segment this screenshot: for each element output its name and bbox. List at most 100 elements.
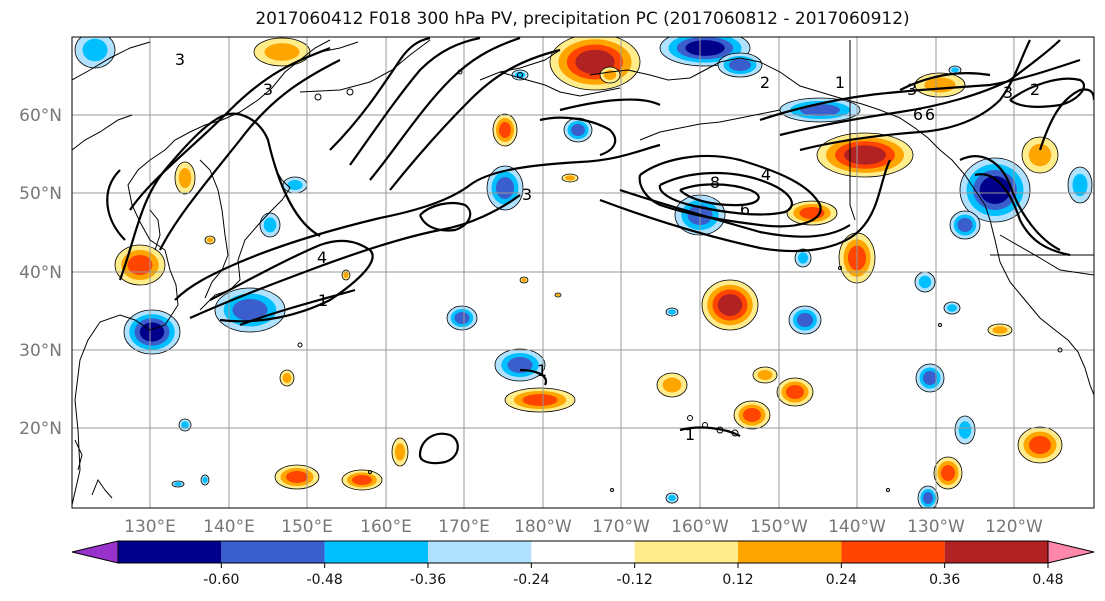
contour-label: 1	[835, 73, 845, 92]
coastlines	[72, 39, 1094, 506]
colorbar-label: 0.36	[929, 572, 960, 588]
latitude-labels: 60°N 50°N 40°N 30°N 20°N	[19, 106, 62, 439]
colorbar-label: 0.48	[1032, 572, 1063, 588]
contour-label: 3	[175, 50, 185, 69]
anomaly-blob	[496, 177, 514, 199]
anomaly-blob	[352, 475, 372, 485]
contour-label: 2	[1030, 80, 1040, 99]
anomaly-blob	[181, 421, 189, 429]
gridlines	[72, 37, 1094, 508]
anomaly-blob	[571, 124, 585, 136]
colorbar-cell	[428, 541, 532, 563]
lon-label: 170°W	[592, 517, 650, 537]
contour-label: 3	[1003, 83, 1013, 102]
colorbar-label: 0.12	[722, 572, 753, 588]
colorbar	[71, 540, 1095, 564]
anomaly-blob	[499, 122, 511, 138]
contour-label: 6	[740, 200, 750, 219]
anomaly-blob	[844, 145, 886, 165]
contour-label: 1	[685, 425, 695, 444]
lon-label: 150°E	[281, 517, 333, 537]
anomaly-blob	[957, 218, 973, 232]
colorbar-labels: -0.60 -0.48 -0.36 -0.24 -0.12 0.12 0.24 0.36 0.4…	[203, 563, 1064, 588]
colorbar-cell	[221, 541, 325, 563]
anomaly-blob	[263, 217, 277, 233]
contour-label: 3	[263, 80, 273, 99]
contour-label: 1	[537, 361, 547, 380]
contour-label: 8	[710, 173, 720, 192]
anomaly-blob	[923, 492, 933, 504]
lon-label: 140°W	[828, 517, 886, 537]
lon-label: 140°E	[203, 517, 255, 537]
lat-label: 20°N	[19, 419, 62, 439]
anomaly-blob	[798, 252, 808, 264]
anomaly-blob	[947, 304, 957, 312]
pv-contours	[106, 37, 1094, 465]
anomaly-blob	[202, 476, 208, 484]
lat-label: 40°N	[19, 263, 62, 283]
anomaly-blob	[918, 275, 932, 289]
contour-label: 4	[317, 248, 327, 267]
anomaly-blob	[668, 309, 676, 315]
lat-label: 60°N	[19, 106, 62, 126]
lon-label: 150°W	[750, 517, 808, 537]
colorbar-cell	[118, 541, 222, 563]
lon-label: 180°W	[514, 517, 572, 537]
anomaly-blob	[522, 394, 558, 406]
anomaly-blob	[951, 67, 959, 73]
contour-label: 4	[761, 165, 771, 184]
colorbar-cell	[531, 541, 635, 563]
anomaly-blob	[521, 278, 527, 282]
contour-label: 2	[760, 73, 770, 92]
lat-label: 50°N	[19, 184, 62, 204]
map-frame	[71, 36, 1095, 509]
anomaly-blob	[923, 371, 937, 385]
anomaly-blob	[1072, 173, 1088, 197]
anomaly-blob	[454, 312, 470, 324]
contour-label: 6	[913, 105, 923, 124]
colorbar-label: -0.36	[410, 572, 446, 588]
anomaly-blob	[992, 326, 1008, 334]
colorbar-label: -0.60	[203, 572, 239, 588]
colorbar-label: 0.24	[826, 572, 857, 588]
anomaly-blob	[717, 294, 743, 316]
lon-label: 170°E	[438, 517, 490, 537]
contour-label: 3	[907, 80, 917, 99]
anomaly-blob	[556, 293, 560, 297]
lon-label: 130°E	[124, 517, 176, 537]
colorbar-cell	[634, 541, 738, 563]
anomaly-blob	[800, 104, 840, 116]
colorbar-cell	[841, 541, 945, 563]
anomaly-blob	[757, 370, 773, 380]
anomaly-blob	[958, 421, 972, 439]
anomaly-blob	[395, 443, 405, 461]
longitude-labels: 130°E 140°E 150°E 160°E 170°E 180°W 170°W 160°W…	[124, 517, 1043, 537]
anomaly-blob	[507, 357, 533, 373]
colorbar-label: -0.12	[617, 572, 653, 588]
contour-label: 1	[318, 291, 328, 310]
colorbar-cell	[944, 541, 1048, 563]
anomaly-blob	[178, 168, 192, 188]
anomaly-blob	[797, 313, 813, 327]
anomaly-blob	[662, 377, 682, 393]
anomaly-blob	[565, 175, 575, 181]
anomaly-blob	[1029, 436, 1051, 454]
colorbar-label: -0.24	[513, 572, 549, 588]
anomaly-blob	[786, 385, 804, 399]
colorbar-cell	[71, 540, 119, 564]
anomaly-blob	[127, 255, 153, 275]
colorbar-cell	[324, 541, 428, 563]
anomaly-blob	[1028, 143, 1052, 167]
lon-label: 120°W	[985, 517, 1043, 537]
lat-label: 30°N	[19, 341, 62, 361]
contour-label: 3	[522, 185, 532, 204]
lon-label: 130°W	[907, 517, 965, 537]
map-title: 2017060412 F018 300 hPa PV, precipitatio…	[255, 9, 910, 29]
anomaly-blob	[685, 40, 725, 56]
anomaly-blob	[82, 38, 108, 62]
anomaly-blob	[174, 482, 182, 486]
anomaly-blob	[343, 271, 349, 279]
anomaly-blob	[287, 180, 303, 190]
lon-label: 160°E	[360, 517, 412, 537]
